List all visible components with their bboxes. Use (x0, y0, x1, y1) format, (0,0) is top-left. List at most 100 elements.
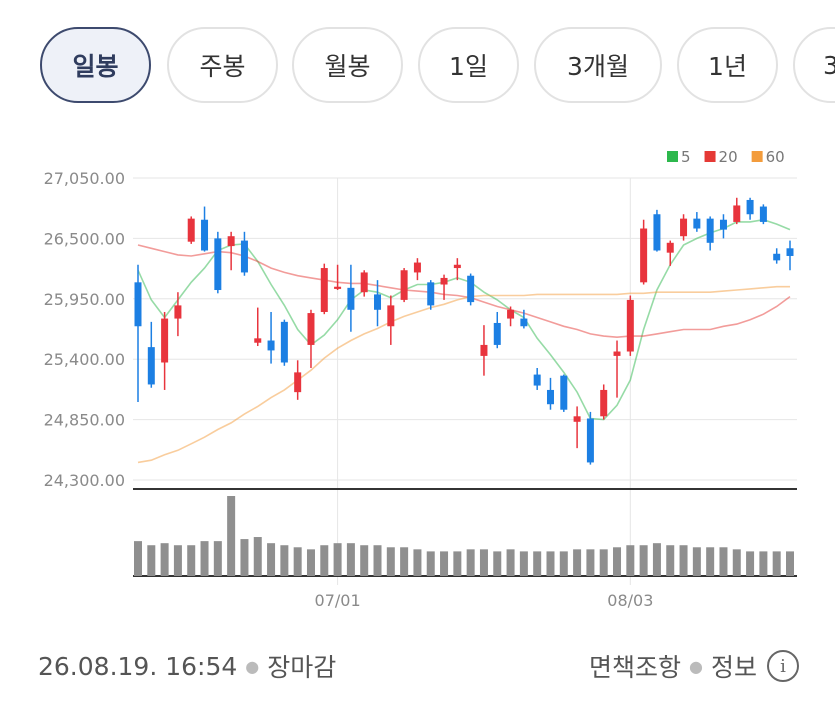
candle-body (640, 228, 648, 283)
candle-body (280, 321, 288, 363)
candle-body (254, 338, 262, 343)
candle-body (786, 248, 794, 256)
volume-bar (613, 547, 622, 576)
candle-body (653, 214, 661, 251)
tab[interactable]: 일봉 (40, 27, 151, 103)
candle-body (214, 238, 222, 291)
volume-bar (426, 551, 435, 576)
candle-body (374, 294, 382, 310)
y-tick-label: 24,300.00 (44, 471, 125, 490)
chart: 27,050.00 26,500.00 25,950.00 25,400.00 24,8… (44, 148, 797, 610)
separator: ● (245, 656, 260, 676)
ma-line (137, 218, 791, 421)
footer-left: 26.08.19. 16:54 ● 장마감 (38, 646, 336, 686)
candle-body (507, 309, 515, 319)
volume-bar (652, 543, 661, 576)
tab[interactable]: 주봉 (167, 27, 278, 103)
volume-bar (706, 547, 715, 576)
tab[interactable]: 1년 (677, 27, 778, 103)
candle-body (453, 264, 461, 269)
candle-body (560, 375, 568, 410)
candle-body (693, 218, 701, 229)
candle-body (187, 218, 195, 242)
info-icon[interactable]: i (767, 650, 799, 682)
volume-bar (559, 551, 568, 576)
legend-label: 60 (766, 148, 785, 166)
volume-bar (386, 547, 395, 576)
market-status: 장마감 (267, 653, 337, 682)
info-link[interactable]: 정보 (710, 653, 757, 682)
candle-body (320, 268, 328, 312)
volume-bar (639, 545, 648, 576)
volume-bar (213, 541, 222, 576)
candle-body (387, 305, 395, 327)
volume-bar (692, 547, 701, 576)
legend-swatch (751, 151, 763, 162)
y-tick-label: 25,950.00 (44, 290, 125, 309)
volume-bar (666, 545, 675, 576)
volume-bar (599, 549, 608, 576)
volume-bar (373, 545, 382, 576)
volume-bar (466, 549, 475, 576)
volume-bar (240, 539, 249, 576)
ma-line (137, 244, 791, 339)
volume-bar (253, 537, 262, 576)
volume-bar (160, 543, 169, 576)
x-tick-label: 08/03 (607, 591, 653, 610)
legend-label: 20 (719, 148, 738, 166)
candle-body (467, 275, 475, 303)
candle-body (533, 374, 541, 386)
candle-body (347, 287, 355, 310)
volume-bar (586, 549, 595, 576)
y-tick-label: 27,050.00 (44, 169, 125, 188)
candle-body (307, 313, 315, 345)
volume-bar (719, 547, 728, 576)
candle-body (147, 347, 155, 385)
candle-body (174, 305, 182, 319)
candle-body (240, 240, 248, 273)
volume-bar (772, 551, 781, 576)
candle-body (573, 416, 581, 422)
candle-body (493, 322, 501, 345)
candle-body (267, 340, 275, 351)
volume-bar (173, 545, 182, 576)
x-tick-label: 07/01 (315, 591, 361, 610)
volume-bar (786, 551, 794, 576)
tab[interactable]: 월봉 (292, 27, 403, 103)
tab[interactable]: 3개월 (534, 27, 662, 103)
volume-bar (493, 551, 502, 576)
volume-bar (200, 541, 209, 576)
candle-body (520, 318, 528, 327)
candle-body (733, 205, 741, 222)
timestamp: 26.08.19. 16:54 (38, 651, 238, 681)
candle-body (586, 418, 594, 463)
separator: ● (689, 656, 703, 676)
volume-bar (626, 545, 635, 576)
candle-body (613, 351, 621, 356)
disclaimer-link[interactable]: 면책조항 (589, 653, 682, 682)
volume-bar (293, 547, 302, 576)
tab[interactable]: 1일 (418, 27, 519, 103)
volume-bar (573, 549, 582, 576)
candle-body (360, 272, 368, 293)
candle-body (227, 236, 235, 247)
volume-bar (400, 547, 409, 576)
volume-bar (759, 551, 768, 576)
candle-body (201, 219, 209, 251)
volume-bar (479, 549, 488, 576)
legend-swatch (667, 151, 678, 162)
candle-body (680, 218, 688, 237)
candle-body (294, 372, 302, 393)
volume-bar (320, 545, 329, 576)
period-tabs: 일봉 주봉 월봉 1일 3개월 1년 3 (0, 27, 835, 107)
candle-body (334, 286, 342, 289)
volume-bar (227, 496, 236, 576)
volume-bar (134, 541, 142, 576)
candle-body (773, 253, 781, 261)
volume-bar (453, 551, 462, 576)
ma-line (137, 285, 790, 464)
candle-body (600, 389, 608, 417)
volume-bar (346, 543, 355, 576)
volume-bar (187, 545, 196, 576)
